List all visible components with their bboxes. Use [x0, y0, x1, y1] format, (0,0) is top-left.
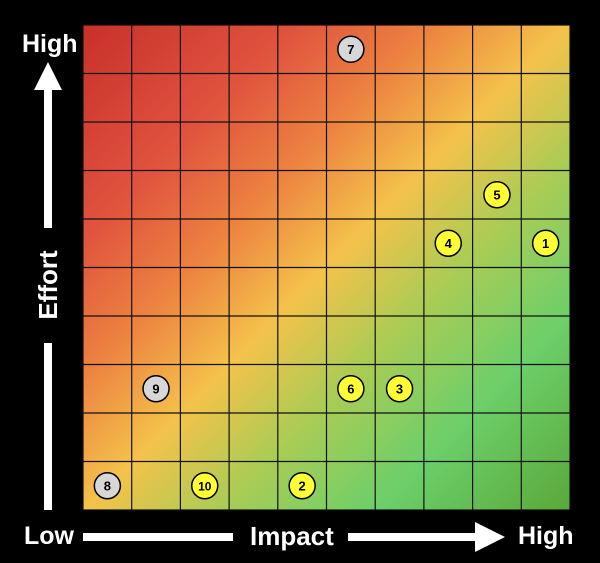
- point-label: 5: [493, 187, 500, 202]
- y-axis-arrow: [34, 62, 62, 510]
- point-label: 7: [347, 42, 354, 57]
- x-axis-shaft-left: [83, 533, 233, 541]
- x-axis-arrow: [83, 522, 505, 552]
- point-marker-10: 10: [191, 472, 219, 500]
- point-label: 1: [542, 236, 549, 251]
- x-axis-shaft-right: [348, 533, 478, 541]
- point-circle: [531, 229, 560, 257]
- point-circle: [385, 375, 414, 403]
- point-marker-1: 1: [531, 229, 560, 257]
- grid-lines: [82, 24, 571, 511]
- point-marker-2: 2: [288, 472, 316, 500]
- point-marker-9: 9: [142, 375, 170, 403]
- point-marker-3: 3: [385, 375, 414, 403]
- y-axis-high-label: High: [22, 30, 78, 58]
- point-marker-4: 4: [434, 229, 462, 257]
- point-label: 2: [299, 478, 306, 493]
- point-label: 3: [396, 381, 403, 396]
- point-marker-6: 6: [337, 375, 365, 403]
- point-circle: [483, 181, 511, 209]
- y-axis-shaft-lower: [44, 343, 52, 510]
- point-label: 9: [152, 381, 159, 396]
- point-marker-5: 5: [483, 181, 511, 209]
- point-label: 10: [198, 479, 212, 493]
- point-circle: [93, 472, 122, 500]
- point-markers: 1 2 3 4 5 6 7 8 9 10: [93, 35, 560, 500]
- point-marker-8: 8: [93, 472, 122, 500]
- point-label: 6: [347, 381, 354, 396]
- point-circle: [191, 472, 219, 500]
- x-axis-arrowhead: [475, 522, 505, 552]
- y-axis-title: Effort: [33, 250, 63, 320]
- point-circle: [288, 472, 316, 500]
- point-label: 8: [104, 478, 111, 493]
- x-axis-low-label: Low: [24, 522, 74, 550]
- point-circle: [337, 35, 365, 63]
- point-circle: [337, 375, 365, 403]
- y-axis-shaft-upper: [44, 86, 52, 228]
- x-axis-title: Impact: [250, 521, 334, 551]
- point-circle: [142, 375, 170, 403]
- point-marker-7: 7: [337, 35, 365, 63]
- y-axis-arrowhead: [34, 62, 62, 90]
- x-axis-high-label: High: [518, 522, 574, 550]
- point-label: 4: [445, 236, 453, 251]
- point-circle: [434, 229, 462, 257]
